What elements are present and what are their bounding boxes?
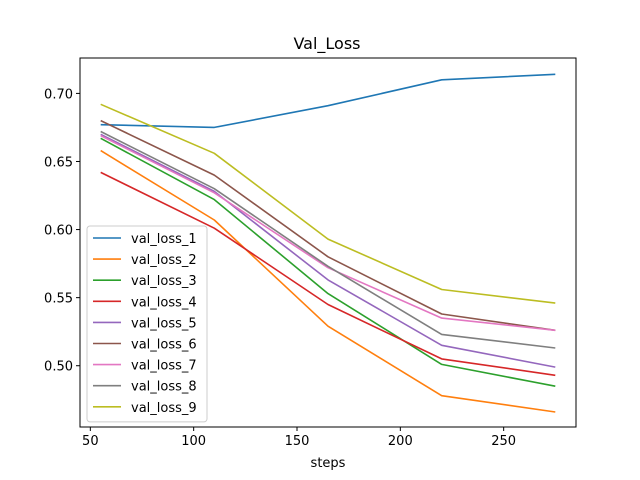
legend-entry: val_loss_7 <box>131 359 197 374</box>
y-tick-label: 0.50 <box>44 360 73 375</box>
series-line-val_loss_1 <box>100 73 556 129</box>
series-line-val_loss_8 <box>100 130 556 349</box>
y-tick-label: 0.60 <box>44 224 73 239</box>
legend-entry: val_loss_3 <box>131 274 197 289</box>
series-lines <box>100 73 556 413</box>
x-tick-label: 150 <box>285 434 310 449</box>
legend-entry: val_loss_2 <box>131 253 197 268</box>
legend-entry: val_loss_9 <box>131 401 197 416</box>
legend-entry: val_loss_4 <box>131 295 197 310</box>
series-line-val_loss_3 <box>100 137 556 387</box>
legend-entry: val_loss_6 <box>131 338 197 353</box>
x-tick-label: 200 <box>388 434 413 449</box>
y-tick-label: 0.55 <box>44 292 73 307</box>
series-line-val_loss_5 <box>100 133 556 368</box>
y-tick-label: 0.70 <box>44 87 73 102</box>
x-tick-label: 250 <box>491 434 516 449</box>
chart-title: Val_Loss <box>293 34 360 54</box>
series-line-val_loss_6 <box>100 119 556 332</box>
series-line-val_loss_4 <box>100 171 556 377</box>
legend: val_loss_1 val_loss_2 val_loss_3 val_loss_4… <box>86 225 208 423</box>
y-tick-label: 0.65 <box>44 155 73 170</box>
plot-area <box>79 57 577 428</box>
legend-box <box>86 225 208 423</box>
y-axis: 0.50 0.55 0.60 0.65 0.70 <box>44 87 80 375</box>
legend-entry: val_loss_8 <box>131 380 197 395</box>
x-axis-label: steps <box>311 456 346 471</box>
x-tick-label: 50 <box>82 434 99 449</box>
x-tick-label: 100 <box>181 434 206 449</box>
legend-entry: val_loss_5 <box>131 316 197 331</box>
series-line-val_loss_9 <box>100 103 556 304</box>
x-axis: 50 100 150 200 250 <box>82 427 516 449</box>
series-line-val_loss_7 <box>100 134 556 332</box>
legend-entry: val_loss_1 <box>131 232 197 247</box>
series-line-val_loss_2 <box>100 149 556 413</box>
